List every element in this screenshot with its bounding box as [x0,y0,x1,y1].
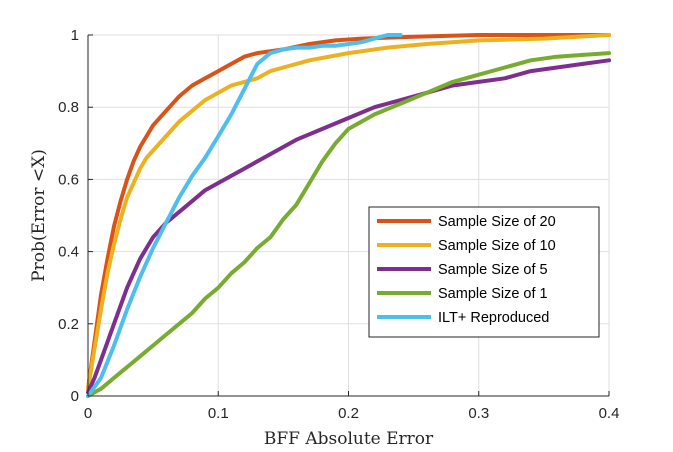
y-tick-label: 0.6 [58,171,79,188]
legend-label: ILT+ Reproduced [438,310,549,326]
y-axis-title: Prob(Error <X) [29,149,49,282]
y-tick-label: 1 [71,27,79,44]
legend-label: Sample Size of 5 [438,262,548,278]
y-tick-label: 0.8 [58,99,79,116]
y-tick-label: 0.2 [58,316,79,333]
y-tick-label: 0.4 [58,244,79,261]
tick-labels: 0 0.1 0.2 0.3 0.4 0 0.2 0.4 0.6 0.8 1 [58,27,619,422]
y-tick-label: 0 [71,388,79,405]
series-line-2 [86,33,611,391]
x-tick-label: 0.3 [468,405,489,422]
series-line-4 [86,51,611,398]
legend-label: Sample Size of 20 [438,214,556,230]
x-tick-label: 0 [84,405,92,422]
legend-label: Sample Size of 10 [438,238,556,254]
series-layer [86,33,611,398]
x-axis-title: BFF Absolute Error [264,429,434,449]
series-line-1 [86,33,611,391]
x-tick-label: 0.1 [208,405,229,422]
legend-label: Sample Size of 1 [438,286,548,302]
legend: Sample Size of 20 Sample Size of 10 Sample… [368,206,600,338]
series-line-3 [86,58,611,395]
series-line-5 [86,33,403,398]
x-tick-label: 0.4 [599,405,620,422]
x-tick-label: 0.2 [338,405,359,422]
